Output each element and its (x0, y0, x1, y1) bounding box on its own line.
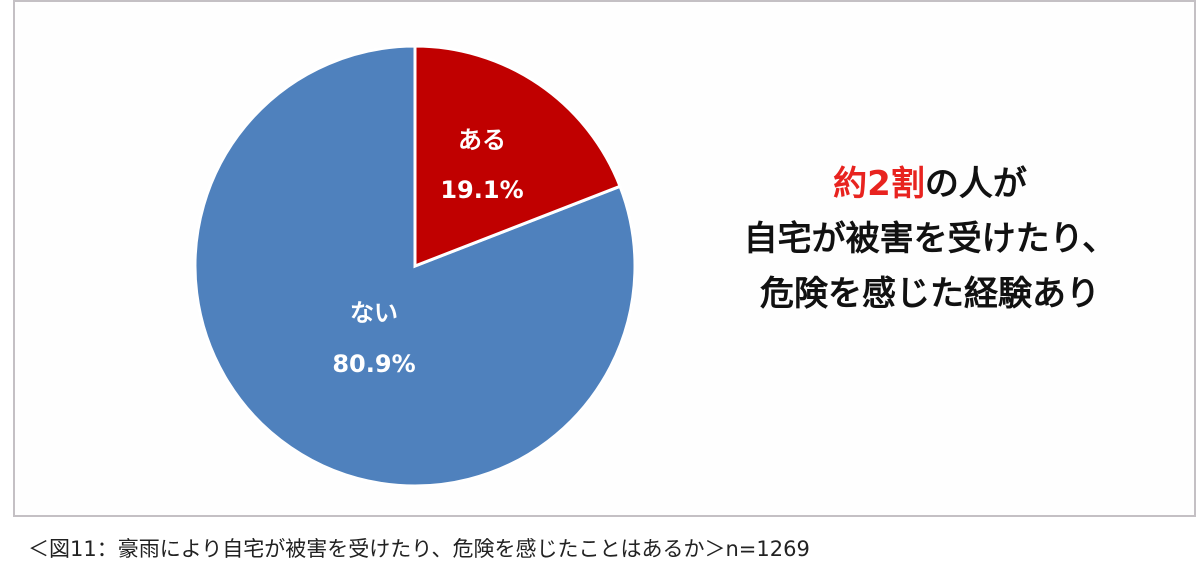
slice-nai-percent: 80.9% (332, 350, 416, 378)
slice-aru-name: ある (458, 126, 506, 154)
slice-label-nai: ない (334, 293, 414, 328)
headline-line-3: 危険を感じた経験あり (760, 274, 1100, 314)
headline-line-1-rest: の人が (924, 164, 1027, 204)
slice-aru (413, 44, 622, 269)
slice-aru-percent: 19.1% (440, 176, 524, 204)
pie-chart (193, 44, 637, 488)
headline-annotation: 約2割の人が 自宅が被害を受けたり、 危険を感じた経験あり (720, 157, 1140, 322)
figure-caption: ＜図11：豪雨により自宅が被害を受けたり、危険を感じたことはあるか＞n=1269 (28, 537, 810, 561)
slice-label-aru: ある (452, 120, 512, 155)
slice-value-nai: 80.9% (322, 350, 426, 378)
headline-line-1: 約2割の人が (720, 157, 1140, 212)
slice-nai-name: ない (350, 299, 398, 327)
headline-line-2: 自宅が被害を受けたり、 (743, 219, 1117, 259)
slice-value-aru: 19.1% (432, 176, 532, 204)
headline-accent: 約2割 (833, 164, 925, 204)
